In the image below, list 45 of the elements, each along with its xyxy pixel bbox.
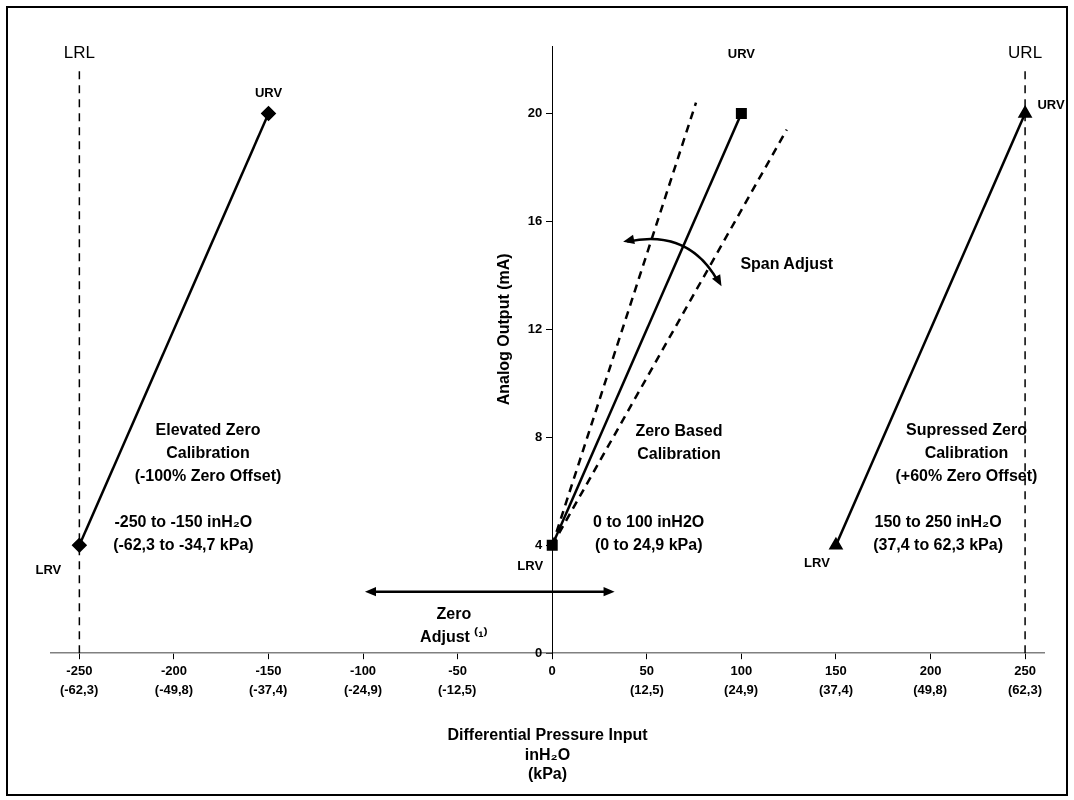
x2-tick-label: (49,8) xyxy=(913,682,948,698)
annotation: -250 to -150 inH₂O (-62,3 to -34,7 kPa) xyxy=(113,513,254,554)
x-tick-label: -250 xyxy=(66,662,93,678)
annotation: LRV xyxy=(35,561,62,577)
ref-line-label: URL xyxy=(1008,43,1043,63)
y-tick-label: 0 xyxy=(534,644,543,660)
annotation: Span Adjust xyxy=(740,255,834,272)
annotation: 150 to 250 inH₂O (37,4 to 62,3 kPa) xyxy=(873,513,1003,554)
x-tick-label: 100 xyxy=(730,662,753,678)
x2-tick-label: (-12,5) xyxy=(438,682,477,698)
x-tick-label: 0 xyxy=(548,662,556,678)
annotation: URV xyxy=(254,85,283,101)
x-tick-label: 50 xyxy=(639,662,655,678)
x2-tick-label: (-62,3) xyxy=(59,682,99,698)
y-tick-label: 16 xyxy=(527,212,543,228)
x-tick-label: 200 xyxy=(919,662,942,678)
y-tick-label: 20 xyxy=(527,105,543,121)
x2-tick-label: (62,3) xyxy=(1008,682,1043,698)
x2-tick-label: (12,5) xyxy=(629,682,664,698)
annotation: URV xyxy=(1037,97,1066,113)
ref-line-label: LRL xyxy=(63,43,95,63)
x-axis-title: Differential Pressure Input inH₂O (kPa) xyxy=(447,726,649,782)
annotation: Supressed Zero Calibration (+60% Zero Offset) xyxy=(895,420,1038,484)
annotation: Zero Adjust ⁽¹⁾ xyxy=(420,605,488,646)
y-axis-title: Analog Output (mA) xyxy=(494,253,512,406)
x2-tick-label: (-49,8) xyxy=(154,682,194,698)
annotation: LRV xyxy=(517,557,544,573)
y-tick-label: 8 xyxy=(534,428,543,444)
x-tick-label: -150 xyxy=(255,662,282,678)
annotation: LRV xyxy=(804,554,831,570)
x-tick-label: 150 xyxy=(825,662,847,678)
x-tick-label: -100 xyxy=(350,662,377,678)
x-tick-label: 250 xyxy=(1014,662,1036,678)
y-tick-label: 4 xyxy=(534,536,543,552)
annotation: 0 to 100 inH2O (0 to 24,9 kPa) xyxy=(593,513,705,554)
annotation: Zero Based Calibration xyxy=(635,421,723,462)
annotation: Elevated Zero Calibration (-100% Zero Offset) xyxy=(134,420,282,484)
x2-tick-label: (-37,4) xyxy=(248,682,288,698)
x2-tick-label: (24,9) xyxy=(724,682,759,698)
annotation: URV xyxy=(727,45,756,61)
y-tick-label: 12 xyxy=(527,320,543,336)
x2-tick-label: (-24,9) xyxy=(343,682,383,698)
x-tick-label: -50 xyxy=(448,662,468,678)
x-tick-label: -200 xyxy=(160,662,187,678)
x2-tick-label: (37,4) xyxy=(819,682,853,698)
